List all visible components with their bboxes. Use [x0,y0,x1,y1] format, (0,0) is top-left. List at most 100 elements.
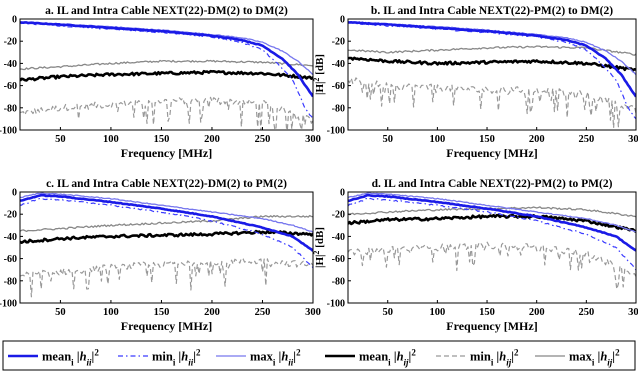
chart-title: d. IL and Intra Cable NEXT(22)-PM(2) to … [372,178,613,190]
x-tick-label: 50 [382,134,393,145]
x-tick-label: 250 [578,307,594,318]
x-tick-label: 50 [55,134,66,145]
x-tick-label: 150 [479,307,495,318]
legend-label-body: |h [594,350,607,364]
y-tick-label: -80 [4,103,17,114]
x-tick-label: 100 [430,134,446,145]
legend-label-sup: 2 [94,348,99,358]
x-tick-label: 200 [529,307,545,318]
legend-label-sup: 2 [296,348,301,358]
y-tick-label: -20 [332,210,345,221]
series-next-min [20,97,313,134]
x-tick-label: 300 [628,134,638,145]
x-axis-label: Frequency [MHz] [446,319,537,333]
y-tick-label: -20 [4,37,17,48]
y-tick-label: 0 [340,15,345,26]
legend-label-body: |h [175,350,188,364]
y-tick-label: -40 [4,59,17,70]
y-tick-label: -60 [332,254,345,265]
y-tick-label: -60 [4,81,17,92]
x-tick-label: 200 [204,307,220,318]
x-axis-label: Frequency [MHz] [446,146,537,160]
y-tick-label: -80 [332,276,345,287]
y-tick-label: -80 [4,276,17,287]
y-tick-label: 0 [12,188,17,199]
legend-label-prefix: min [470,350,491,364]
legend-label-prefix: min [152,350,173,364]
legend-label-prefix: max [569,350,593,364]
y-tick-label: -100 [327,299,345,310]
y-tick-label: -20 [4,210,17,221]
x-tick-label: 300 [305,307,321,318]
x-tick-label: 150 [479,134,495,145]
x-tick-label: 50 [382,307,393,318]
legend-label-body: |h [275,350,288,364]
x-tick-label: 250 [255,307,271,318]
x-tick-label: 50 [55,307,66,318]
x-tick-label: 200 [529,134,545,145]
series-next-max [20,60,313,69]
y-tick-label: 0 [12,15,17,26]
legend-label-prefix: mean [359,350,388,364]
y-tick-label: -40 [332,59,345,70]
legend-label-sup: 2 [514,348,519,358]
x-axis-label: Frequency [MHz] [121,319,212,333]
x-tick-label: 150 [154,134,170,145]
y-tick-label: -40 [332,232,345,243]
y-axis-label-unit: [dB] [314,227,326,251]
series-next-mean [348,58,636,71]
x-tick-label: 100 [103,134,119,145]
legend-label-sup: 2 [196,348,201,358]
y-axis-label: |H|2 [dB] [312,54,327,95]
y-axis-label: |H|2 [dB] [312,227,327,268]
y-tick-label: 0 [340,188,345,199]
legend-label-sup: 2 [411,348,416,358]
x-axis-label: Frequency [MHz] [121,146,212,160]
series-next-min [20,258,313,297]
y-axis-label-main: |H| [314,255,326,268]
x-tick-label: 300 [305,134,321,145]
y-tick-label: -80 [332,103,345,114]
series-next-min [348,78,636,128]
y-tick-label: -20 [332,37,345,48]
chart-panel-0: a. IL and Intra Cable NEXT(22)-DM(2) to … [0,5,321,160]
y-tick-label: -100 [327,126,345,137]
chart-panel-3: d. IL and Intra Cable NEXT(22)-PM(2) to … [312,178,638,333]
chart-title: c. IL and Intra Cable NEXT(22)-DM(2) to … [46,178,287,190]
chart-panel-2: c. IL and Intra Cable NEXT(22)-DM(2) to … [0,178,321,333]
series-il-max [20,193,313,232]
y-axis-label-unit: [dB] [314,54,326,78]
x-tick-label: 150 [154,307,170,318]
series-group [348,22,636,128]
series-next-mean [20,71,313,81]
x-tick-label: 300 [628,307,638,318]
y-axis-label-main: |H| [314,82,326,95]
y-tick-label: -100 [0,126,17,137]
chart-panel-1: b. IL and Intra Cable NEXT(22)-PM(2) to … [312,5,638,160]
legend-label-body: |h [493,350,506,364]
legend-label-body: |h [391,350,404,364]
legend-label-sup: 2 [615,348,620,358]
x-tick-label: 200 [204,134,220,145]
series-group [20,22,313,134]
legend-label-body: |h [74,350,87,364]
series-next-min [348,242,636,289]
plot-frame [348,19,636,130]
legend-label-prefix: max [250,350,274,364]
legend-label-prefix: mean [42,350,71,364]
y-tick-label: -40 [4,232,17,243]
x-tick-label: 250 [255,134,271,145]
chart-title: b. IL and Intra Cable NEXT(22)-PM(2) to … [371,5,613,17]
y-tick-label: -100 [0,299,17,310]
series-group [20,193,313,297]
x-tick-label: 100 [103,307,119,318]
y-tick-label: -60 [4,254,17,265]
y-tick-label: -60 [332,81,345,92]
chart-title: a. IL and Intra Cable NEXT(22)-DM(2) to … [45,5,288,17]
series-il-max [20,22,313,75]
series-group [348,193,636,289]
x-tick-label: 100 [430,307,446,318]
x-tick-label: 250 [578,134,594,145]
